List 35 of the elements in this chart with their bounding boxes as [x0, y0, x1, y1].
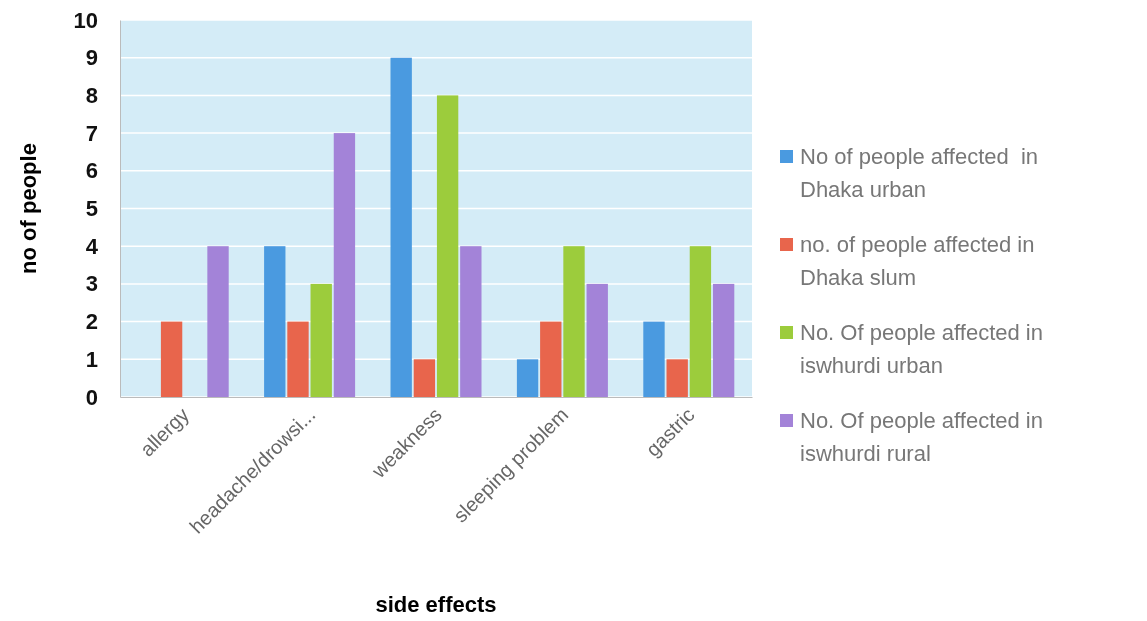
y-tick-label: 5 [85, 196, 98, 222]
y-tick-label: 9 [85, 45, 98, 71]
x-axis-title: side effects [375, 592, 497, 617]
legend-label: No. Of people affected in iswhurdi rural [800, 408, 1043, 466]
y-axis-title: no of people [16, 143, 41, 274]
bar [643, 321, 665, 397]
legend-label: No. Of people affected in iswhurdi urban [800, 320, 1043, 378]
bar [436, 95, 459, 397]
y-tick-label: 0 [85, 384, 98, 410]
bar [264, 246, 286, 397]
y-tick-label: 10 [73, 7, 98, 33]
bar [516, 359, 539, 397]
bar [390, 57, 412, 397]
y-tick-label: 8 [85, 82, 98, 108]
bar [310, 283, 332, 397]
y-tick-label: 1 [85, 346, 98, 372]
y-tick-label: 6 [85, 158, 98, 184]
legend-label: No of people affected in Dhaka urban [800, 144, 1039, 202]
y-tick-label: 4 [85, 233, 99, 259]
bar [333, 133, 356, 397]
bar [160, 321, 183, 397]
bar [666, 359, 688, 397]
y-tick-label: 2 [85, 309, 98, 335]
y-tick-label: 3 [85, 271, 98, 297]
bar [712, 283, 735, 397]
bar [287, 321, 309, 397]
legend-label: no. of people affected in Dhaka slum [800, 232, 1035, 290]
bar [460, 246, 482, 397]
bar [689, 246, 712, 397]
bar [586, 283, 608, 397]
bar [413, 359, 436, 397]
y-tick-label: 7 [85, 120, 98, 146]
bar [207, 246, 229, 397]
bar [563, 246, 585, 397]
bar [540, 321, 562, 397]
